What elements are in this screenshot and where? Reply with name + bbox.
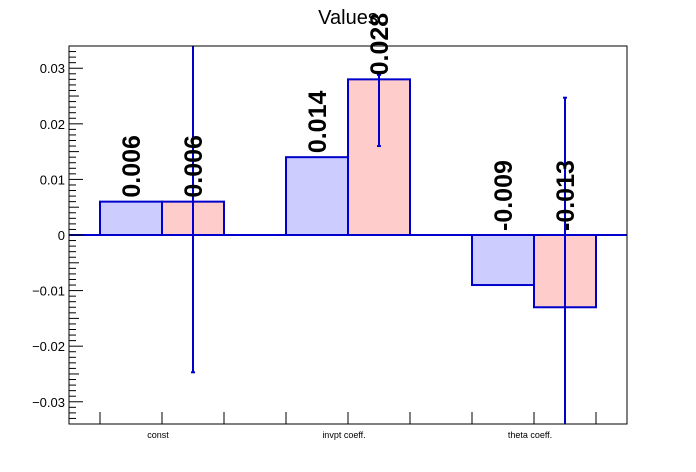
x-category-label: theta coeff. xyxy=(508,430,552,440)
value-label: 0.006 xyxy=(118,135,146,198)
y-tick-label: −0.01 xyxy=(32,284,65,299)
y-tick-label: 0.01 xyxy=(40,172,65,187)
bar xyxy=(99,200,163,237)
value-label: -0.009 xyxy=(490,160,518,231)
bar xyxy=(285,156,349,236)
error-bars-layer xyxy=(191,46,567,424)
y-tick-label: 0.02 xyxy=(40,117,65,132)
y-tick-label: 0.03 xyxy=(40,61,65,76)
y-axis: −0.03 −0.02 −0.01 0 0.01 0.02 0.03 xyxy=(32,45,83,425)
value-labels-layer: 0.006 0.014 -0.009 0.006 0.028 -0.013 xyxy=(118,13,580,231)
value-label: 0.014 xyxy=(304,91,332,154)
y-tick-label: 0 xyxy=(58,228,65,243)
value-label: 0.028 xyxy=(366,13,394,76)
value-label: 0.006 xyxy=(180,135,208,198)
y-tick-label: −0.03 xyxy=(32,395,65,410)
bars-layer xyxy=(99,78,597,309)
y-tick-label: −0.02 xyxy=(32,339,65,354)
x-category-label: invpt coeff. xyxy=(322,430,365,440)
chart-title: Values xyxy=(318,7,378,29)
x-axis: const invpt coeff. theta coeff. xyxy=(99,412,597,440)
value-label: -0.013 xyxy=(552,160,580,231)
bar xyxy=(471,234,535,287)
x-category-label: const xyxy=(147,430,169,440)
